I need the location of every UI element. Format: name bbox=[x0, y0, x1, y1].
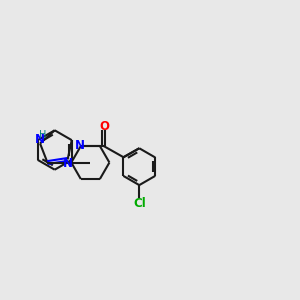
Text: N: N bbox=[63, 158, 73, 170]
Text: N: N bbox=[75, 139, 85, 152]
Text: H: H bbox=[39, 130, 46, 140]
Text: N: N bbox=[35, 133, 45, 146]
Text: O: O bbox=[99, 120, 109, 133]
Text: Cl: Cl bbox=[133, 197, 146, 210]
